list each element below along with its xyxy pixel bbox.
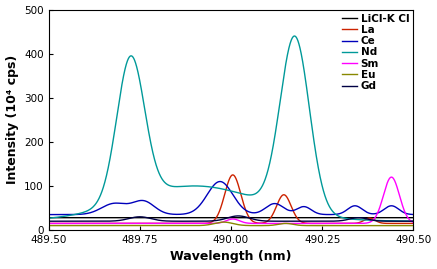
Gd	[201, 220, 207, 223]
Ce	[201, 197, 207, 201]
Nd	[201, 185, 207, 188]
La	[230, 173, 236, 176]
LiCl-K Cl	[186, 216, 191, 219]
Line: Eu: Eu	[49, 222, 413, 226]
Eu	[404, 224, 409, 227]
Nd	[292, 34, 297, 38]
Ce	[411, 213, 416, 216]
Y-axis label: Intensity (10⁴ cps): Intensity (10⁴ cps)	[6, 55, 18, 185]
Gd	[109, 220, 114, 223]
Gd	[411, 220, 416, 223]
Ce	[364, 211, 370, 214]
La	[87, 222, 93, 225]
La	[46, 222, 51, 225]
La	[404, 222, 409, 225]
Ce	[87, 211, 93, 214]
Gd	[404, 220, 409, 223]
La	[411, 222, 416, 225]
Eu	[221, 221, 226, 224]
Nd	[46, 217, 51, 220]
Nd	[109, 147, 114, 150]
Nd	[186, 185, 191, 188]
Eu	[109, 224, 114, 227]
Nd	[87, 208, 93, 211]
Ce	[218, 180, 223, 183]
LiCl-K Cl	[201, 216, 207, 219]
Nd	[364, 218, 370, 222]
LiCl-K Cl	[46, 216, 51, 219]
Ce	[46, 213, 51, 216]
Sm	[109, 222, 114, 225]
Sm	[201, 222, 207, 225]
Gd	[186, 220, 191, 223]
LiCl-K Cl	[87, 216, 93, 219]
Line: Gd: Gd	[49, 216, 413, 221]
La	[364, 217, 370, 220]
Eu	[411, 224, 416, 227]
Sm	[186, 222, 191, 225]
Sm	[404, 213, 409, 217]
Gd	[46, 220, 51, 223]
Sm	[389, 175, 394, 179]
Sm	[46, 222, 51, 225]
Line: Ce: Ce	[49, 182, 413, 215]
La	[109, 222, 114, 225]
LiCl-K Cl	[364, 216, 370, 219]
Ce	[186, 211, 191, 215]
Line: Sm: Sm	[49, 177, 413, 224]
Ce	[404, 212, 409, 215]
La	[201, 222, 207, 225]
Eu	[46, 224, 51, 227]
Gd	[364, 217, 370, 221]
Sm	[411, 221, 416, 224]
Line: Nd: Nd	[49, 36, 413, 221]
La	[186, 222, 191, 225]
LiCl-K Cl	[411, 216, 416, 219]
Eu	[364, 224, 370, 227]
Ce	[109, 202, 114, 205]
Sm	[364, 221, 370, 225]
Gd	[236, 214, 241, 218]
Gd	[87, 220, 93, 223]
LiCl-K Cl	[403, 216, 409, 219]
Legend: LiCl-K Cl, La, Ce, Nd, Sm, Eu, Gd: LiCl-K Cl, La, Ce, Nd, Sm, Eu, Gd	[341, 13, 410, 92]
Sm	[87, 222, 93, 225]
X-axis label: Wavelength (nm): Wavelength (nm)	[170, 250, 292, 263]
Eu	[87, 224, 93, 227]
LiCl-K Cl	[109, 216, 114, 219]
Eu	[186, 224, 191, 227]
Nd	[411, 220, 416, 223]
Nd	[404, 220, 409, 223]
Line: La: La	[49, 175, 413, 224]
Eu	[201, 224, 207, 227]
